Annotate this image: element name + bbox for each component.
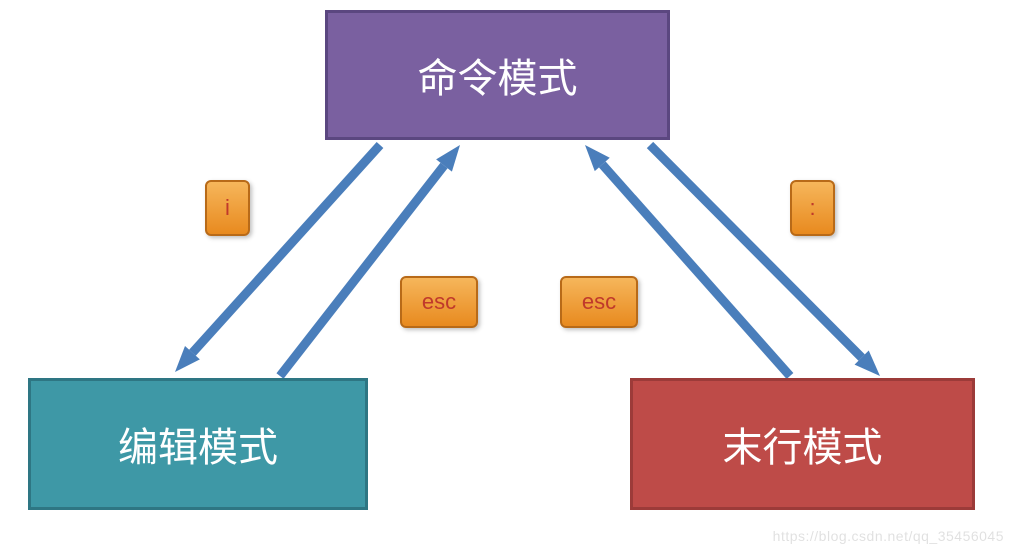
key-esc-left-label: esc xyxy=(422,289,456,315)
key-i-label: i xyxy=(225,195,230,221)
arrow-edit-to-command xyxy=(280,166,444,376)
key-esc-left: esc xyxy=(400,276,478,328)
node-edit-mode: 编辑模式 xyxy=(28,378,368,510)
key-esc-right-label: esc xyxy=(582,289,616,315)
node-command-mode: 命令模式 xyxy=(325,10,670,140)
arrowhead-edit-to-command xyxy=(436,145,460,172)
node-command-label: 命令模式 xyxy=(418,46,578,104)
arrow-command-to-edit xyxy=(192,145,380,353)
arrowhead-last-to-command xyxy=(585,145,610,171)
key-colon-label: : xyxy=(809,195,815,221)
arrow-command-to-last xyxy=(650,145,862,358)
arrow-last-to-command xyxy=(602,164,790,376)
key-esc-right: esc xyxy=(560,276,638,328)
node-last-mode: 末行模式 xyxy=(630,378,975,510)
arrowhead-command-to-edit xyxy=(175,346,200,372)
key-i: i xyxy=(205,180,250,236)
node-last-label: 末行模式 xyxy=(723,415,883,473)
watermark: https://blog.csdn.net/qq_35456045 xyxy=(773,528,1004,544)
arrowhead-command-to-last xyxy=(855,351,880,376)
key-colon: : xyxy=(790,180,835,236)
node-edit-label: 编辑模式 xyxy=(118,415,278,473)
